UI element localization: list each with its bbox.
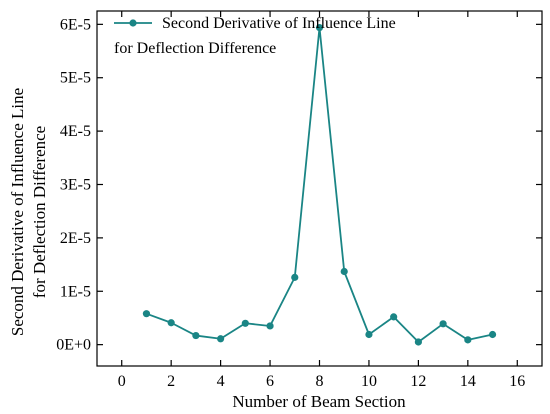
- data-point: [142, 310, 151, 318]
- legend-marker-swatch: [129, 19, 137, 27]
- plot-area-frame: [96, 10, 543, 367]
- data-point: [439, 320, 447, 328]
- y-tick-label: 6E-5: [60, 16, 91, 33]
- data-point: [464, 336, 472, 344]
- data-point: [488, 330, 497, 339]
- y-tick-label: 3E-5: [60, 176, 91, 193]
- legend: Second Derivative of Influence Line for …: [114, 15, 396, 57]
- y-axis-title: Second Derivative of Influence Line for …: [8, 88, 49, 336]
- series-line: [146, 26, 493, 343]
- series-layer: [142, 23, 497, 346]
- x-tick-label: 16: [509, 373, 525, 390]
- data-point: [365, 330, 373, 339]
- x-axis-ticks: 0 2 4 6 8 10 12 14 16: [118, 11, 525, 390]
- y-tick-label: 4E-5: [60, 123, 91, 140]
- y-axis-ticks: 0E+0 1E-5 2E-5 3E-5 4E-5 5E-5 6E-5: [56, 16, 542, 354]
- y-tick-label: 1E-5: [60, 283, 91, 300]
- x-axis-title: Number of Beam Section: [232, 392, 406, 411]
- x-tick-label: 14: [460, 373, 476, 390]
- y-tick-label: 5E-5: [60, 70, 91, 87]
- y-axis-title-line-1: Second Derivative of Influence Line: [8, 88, 27, 336]
- data-point: [390, 313, 398, 321]
- x-tick-label: 0: [118, 373, 126, 390]
- data-point: [266, 322, 274, 330]
- data-point: [241, 319, 249, 327]
- x-tick-label: 8: [316, 373, 324, 390]
- x-tick-label: 10: [361, 373, 377, 390]
- legend-label-line-2: for Deflection Difference: [114, 40, 276, 57]
- y-tick-label: 2E-5: [60, 230, 91, 247]
- data-point: [414, 338, 422, 346]
- data-point: [291, 273, 299, 281]
- x-tick-label: 6: [266, 373, 274, 390]
- y-tick-label: 0E+0: [56, 337, 91, 354]
- x-tick-label: 2: [167, 373, 175, 390]
- data-point: [217, 335, 225, 343]
- data-point: [167, 319, 175, 327]
- legend-label-line-1: Second Derivative of Influence Line: [162, 15, 396, 32]
- data-point: [340, 267, 348, 276]
- x-tick-label: 4: [217, 373, 225, 390]
- data-point: [315, 23, 324, 32]
- x-tick-label: 12: [410, 373, 426, 390]
- y-axis-title-line-2: for Deflection Difference: [30, 126, 49, 298]
- data-point: [192, 331, 200, 340]
